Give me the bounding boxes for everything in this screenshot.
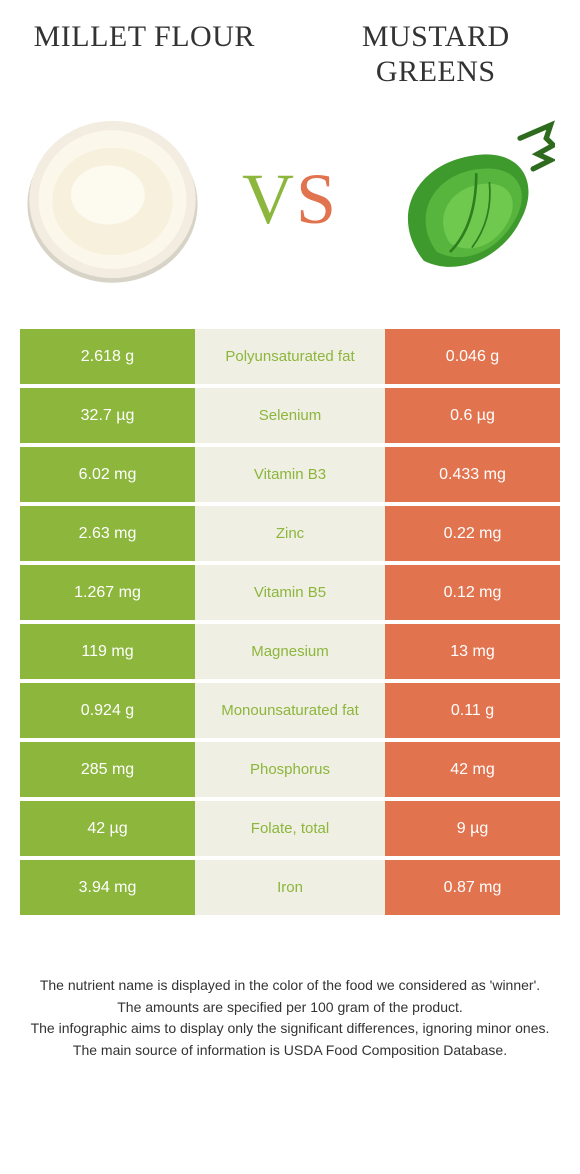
vs-label: VS [242, 158, 338, 241]
left-value: 119 mg [20, 624, 195, 679]
left-food-image [20, 107, 205, 292]
nutrient-row: 119 mgMagnesium13 mg [20, 624, 560, 679]
footer-line-1: The nutrient name is displayed in the co… [25, 975, 555, 997]
right-value: 0.87 mg [385, 860, 560, 915]
nutrient-row: 32.7 µgSelenium0.6 µg [20, 388, 560, 443]
left-value: 2.63 mg [20, 506, 195, 561]
nutrient-label: Vitamin B5 [195, 565, 385, 620]
nutrient-label: Phosphorus [195, 742, 385, 797]
nutrient-row: 2.63 mgZinc0.22 mg [20, 506, 560, 561]
footer-line-2: The amounts are specified per 100 gram o… [25, 997, 555, 1019]
footer-line-4: The main source of information is USDA F… [25, 1040, 555, 1062]
vs-v: V [242, 159, 296, 239]
right-value: 0.22 mg [385, 506, 560, 561]
nutrient-row: 6.02 mgVitamin B30.433 mg [20, 447, 560, 502]
nutrient-label: Monounsaturated fat [195, 683, 385, 738]
left-value: 3.94 mg [20, 860, 195, 915]
right-value: 0.433 mg [385, 447, 560, 502]
nutrient-row: 3.94 mgIron0.87 mg [20, 860, 560, 915]
right-value: 9 µg [385, 801, 560, 856]
nutrient-label: Iron [195, 860, 385, 915]
nutrient-row: 285 mgPhosphorus42 mg [20, 742, 560, 797]
left-value: 6.02 mg [20, 447, 195, 502]
nutrient-label: Polyunsaturated fat [195, 329, 385, 384]
left-value: 2.618 g [20, 329, 195, 384]
right-value: 0.046 g [385, 329, 560, 384]
hero-row: VS [20, 99, 560, 299]
left-value: 0.924 g [20, 683, 195, 738]
nutrient-label: Folate, total [195, 801, 385, 856]
right-food-title: MUSTARD GREENS [317, 20, 556, 89]
right-value: 0.11 g [385, 683, 560, 738]
nutrient-label: Selenium [195, 388, 385, 443]
nutrient-row: 42 µgFolate, total9 µg [20, 801, 560, 856]
left-value: 32.7 µg [20, 388, 195, 443]
right-value: 42 mg [385, 742, 560, 797]
left-food-title: MILLET FLOUR [25, 20, 264, 89]
vs-s: S [296, 159, 338, 239]
titles-row: MILLET FLOUR MUSTARD GREENS [25, 20, 555, 89]
infographic-page: MILLET FLOUR MUSTARD GREENS VS [0, 0, 580, 1092]
right-value: 0.6 µg [385, 388, 560, 443]
left-value: 1.267 mg [20, 565, 195, 620]
nutrient-row: 2.618 gPolyunsaturated fat0.046 g [20, 329, 560, 384]
left-value: 285 mg [20, 742, 195, 797]
footer-notes: The nutrient name is displayed in the co… [15, 975, 565, 1062]
nutrient-row: 0.924 gMonounsaturated fat0.11 g [20, 683, 560, 738]
nutrient-label: Vitamin B3 [195, 447, 385, 502]
nutrient-label: Magnesium [195, 624, 385, 679]
right-food-image [375, 107, 560, 292]
footer-line-3: The infographic aims to display only the… [25, 1018, 555, 1040]
left-value: 42 µg [20, 801, 195, 856]
nutrient-row: 1.267 mgVitamin B50.12 mg [20, 565, 560, 620]
right-value: 13 mg [385, 624, 560, 679]
nutrient-table: 2.618 gPolyunsaturated fat0.046 g32.7 µg… [20, 329, 560, 915]
nutrient-label: Zinc [195, 506, 385, 561]
right-value: 0.12 mg [385, 565, 560, 620]
